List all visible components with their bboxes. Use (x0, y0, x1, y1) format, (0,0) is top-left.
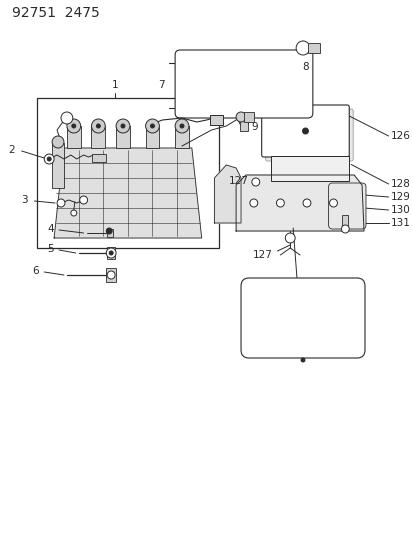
FancyBboxPatch shape (240, 278, 364, 358)
Circle shape (106, 228, 112, 234)
Polygon shape (214, 165, 240, 223)
Text: 92751  2475: 92751 2475 (12, 6, 99, 20)
Circle shape (107, 271, 115, 279)
Bar (107, 229, 113, 237)
Bar (145, 126, 159, 148)
Text: 6: 6 (32, 266, 39, 276)
Circle shape (96, 124, 100, 128)
Text: 3: 3 (21, 195, 28, 205)
Circle shape (276, 199, 284, 207)
Circle shape (235, 112, 245, 122)
Text: 2: 2 (8, 145, 14, 155)
Circle shape (44, 154, 54, 164)
Text: 7: 7 (157, 80, 164, 91)
Bar (91, 126, 105, 148)
Bar (67, 126, 81, 148)
Text: 4: 4 (47, 224, 54, 234)
FancyBboxPatch shape (261, 105, 349, 157)
Bar (307, 43, 319, 53)
Circle shape (71, 124, 76, 128)
Text: 130: 130 (389, 205, 409, 215)
Circle shape (67, 119, 81, 133)
Circle shape (57, 199, 65, 207)
Bar (52, 143, 64, 188)
Bar (107, 247, 115, 259)
Circle shape (47, 157, 51, 161)
Circle shape (285, 233, 294, 243)
FancyBboxPatch shape (265, 109, 352, 161)
FancyBboxPatch shape (328, 183, 365, 229)
Text: 1: 1 (112, 80, 118, 90)
Circle shape (150, 124, 154, 128)
Circle shape (341, 225, 349, 233)
Circle shape (91, 119, 105, 133)
Text: 8: 8 (301, 62, 308, 72)
Circle shape (302, 199, 310, 207)
Circle shape (145, 119, 159, 133)
Circle shape (52, 136, 64, 148)
Circle shape (295, 41, 309, 55)
Polygon shape (235, 175, 363, 231)
Circle shape (116, 119, 130, 133)
Circle shape (238, 116, 248, 126)
Circle shape (180, 124, 183, 128)
Circle shape (329, 199, 337, 207)
Text: 126: 126 (389, 131, 409, 141)
Bar (116, 126, 130, 148)
Bar (209, 115, 223, 125)
Circle shape (300, 358, 304, 362)
Circle shape (175, 119, 188, 133)
Text: 128: 128 (389, 179, 409, 189)
Text: 131: 131 (389, 218, 409, 228)
Circle shape (71, 210, 76, 216)
Circle shape (109, 251, 113, 255)
Bar (243, 112, 253, 122)
Bar (270, 156, 349, 181)
Circle shape (251, 178, 259, 186)
Bar (106, 268, 116, 282)
Text: 129: 129 (389, 192, 409, 202)
Circle shape (249, 199, 257, 207)
Bar (342, 215, 347, 227)
Bar (37, 98, 219, 248)
Bar (92, 154, 106, 162)
Bar (240, 120, 247, 131)
Text: 127: 127 (229, 176, 249, 186)
Circle shape (302, 128, 308, 134)
Text: 127: 127 (252, 250, 272, 260)
Text: 5: 5 (47, 244, 54, 254)
Circle shape (79, 196, 87, 204)
Circle shape (106, 248, 116, 258)
Circle shape (121, 124, 125, 128)
Circle shape (61, 112, 73, 124)
Bar (175, 126, 188, 148)
FancyBboxPatch shape (175, 50, 312, 118)
Text: 9: 9 (251, 122, 258, 132)
Polygon shape (54, 148, 201, 238)
